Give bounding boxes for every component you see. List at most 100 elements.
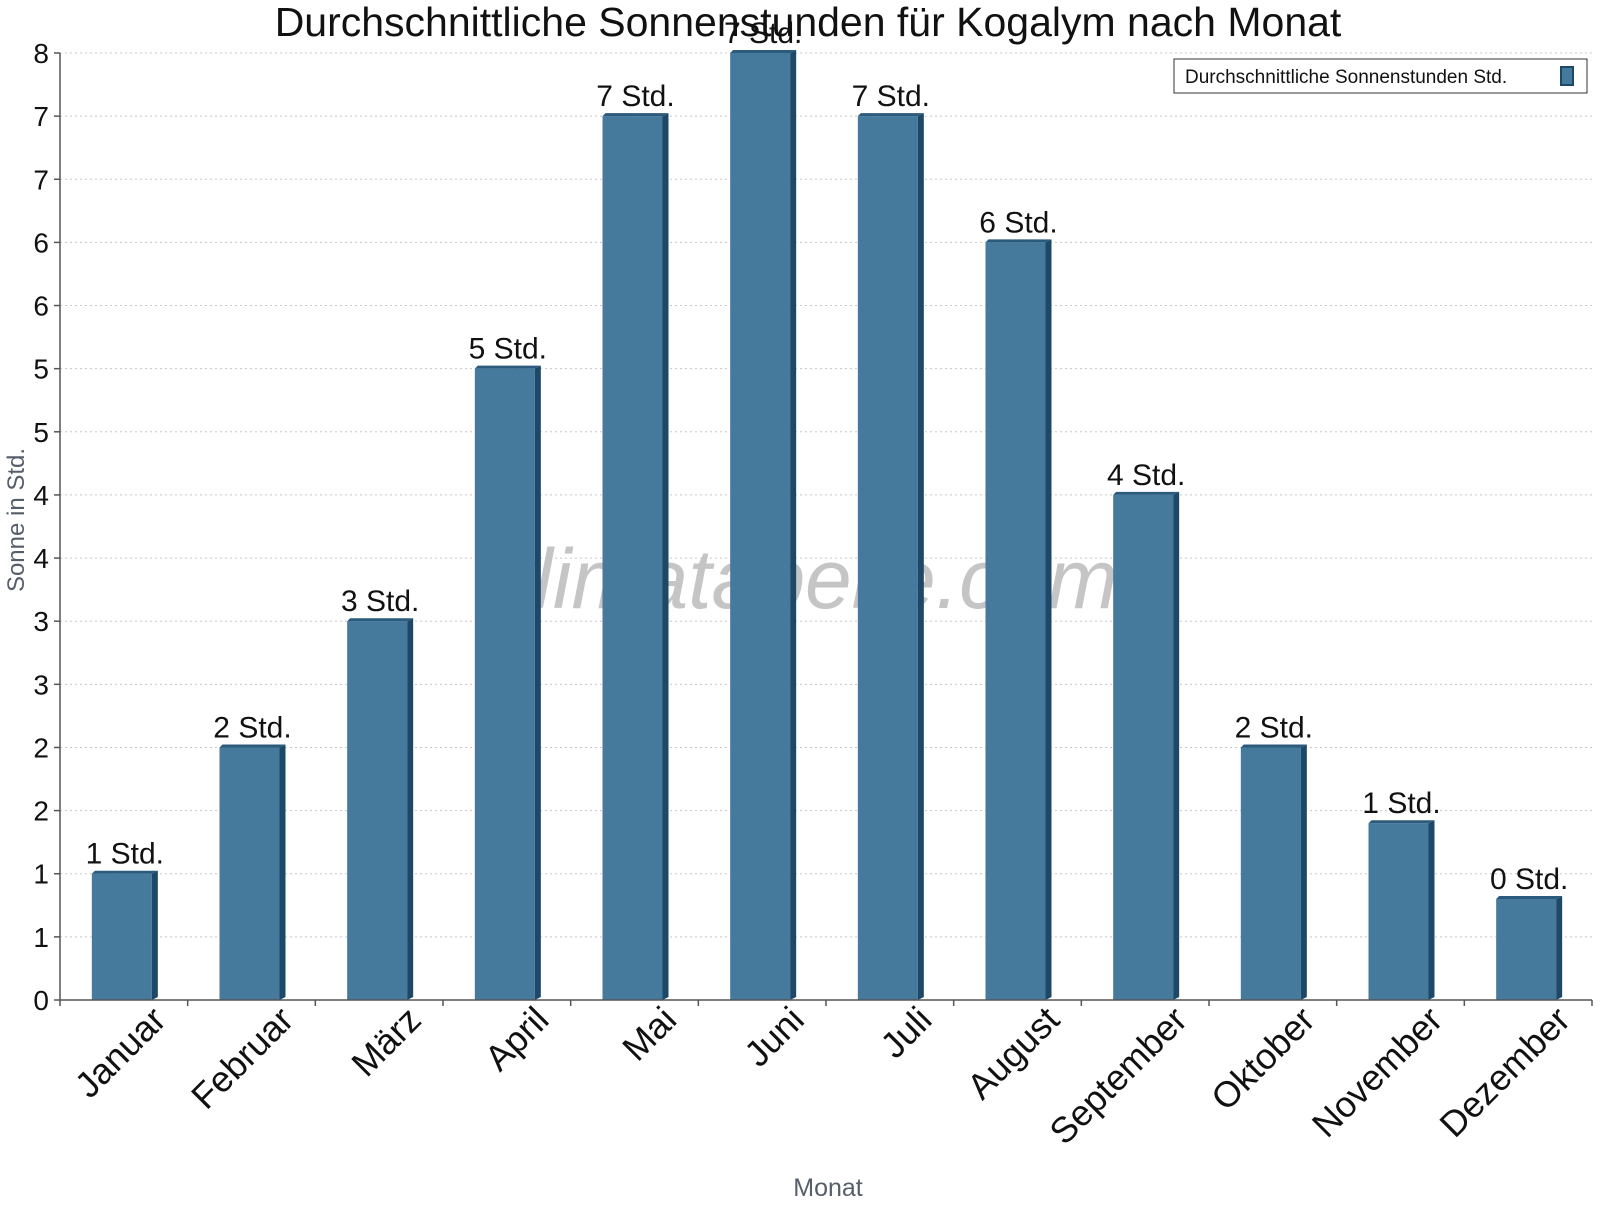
bar-front xyxy=(474,368,535,1001)
bar-mai: 7 Std. xyxy=(596,80,675,1001)
bar-januar: 1 Std. xyxy=(86,838,164,1000)
y-tick-label: 3 xyxy=(33,606,49,637)
x-tick-label: Januar xyxy=(67,999,174,1106)
y-tick-label: 3 xyxy=(33,669,49,700)
bar-side xyxy=(1173,491,1180,1000)
bar-front xyxy=(1368,823,1429,1000)
x-axis-label: Monat xyxy=(793,1174,863,1200)
bar-front xyxy=(730,53,791,1000)
bar-top xyxy=(602,113,669,117)
bar-side xyxy=(662,113,669,1001)
bar-front xyxy=(1113,494,1174,1000)
bar-front xyxy=(857,116,918,1001)
y-tick-label: 2 xyxy=(33,732,49,763)
x-tick-label: Februar xyxy=(183,999,301,1117)
bar-februar: 2 Std. xyxy=(213,711,292,1000)
y-tick-label: 4 xyxy=(33,480,49,511)
bar-top xyxy=(219,744,286,748)
bar-side xyxy=(1428,820,1435,1000)
bar-front xyxy=(1240,747,1301,1000)
bar-top xyxy=(1368,820,1435,824)
y-tick-label: 6 xyxy=(33,227,49,258)
y-tick-label: 4 xyxy=(33,543,49,574)
bar-juli: 7 Std. xyxy=(852,80,930,1001)
data-label: 7 Std. xyxy=(724,17,802,50)
x-tick-label: März xyxy=(343,999,429,1085)
bar-front xyxy=(602,116,663,1001)
bar-side xyxy=(151,870,158,1000)
data-label: 6 Std. xyxy=(979,206,1057,239)
bar-top xyxy=(91,870,158,874)
bar-side xyxy=(1045,239,1052,1000)
bar-side xyxy=(279,744,286,1000)
data-label: 0 Std. xyxy=(1490,863,1568,896)
data-label: 7 Std. xyxy=(596,80,674,113)
y-tick-label: 5 xyxy=(33,354,49,385)
x-tick-label: Juni xyxy=(736,999,812,1075)
x-tick-label: Dezember xyxy=(1431,999,1577,1145)
bar-märz: 3 Std. xyxy=(341,585,419,1000)
y-tick-label: 7 xyxy=(33,101,49,132)
bar-front xyxy=(985,242,1046,1000)
bar-top xyxy=(1240,744,1307,748)
bar-front xyxy=(347,621,408,1000)
y-tick-labels: 0 1 1 2 2 3 3 4 4 5 5 6 6 7 7 8 xyxy=(33,38,49,1016)
bar-oktober: 2 Std. xyxy=(1235,711,1313,1000)
bar-side xyxy=(917,113,924,1001)
y-tick-label: 8 xyxy=(33,38,49,69)
data-label: 4 Std. xyxy=(1107,459,1185,492)
legend-box xyxy=(1173,58,1588,94)
bar-top xyxy=(985,239,1052,243)
bar-front xyxy=(91,873,152,1000)
bar-side xyxy=(1300,744,1307,1000)
bar-side xyxy=(790,50,797,1000)
data-label: 7 Std. xyxy=(852,80,930,113)
data-label: 3 Std. xyxy=(341,585,419,618)
y-tick-label: 2 xyxy=(33,796,49,827)
bar-top xyxy=(857,113,924,117)
bar-top xyxy=(730,50,797,53)
data-label: 2 Std. xyxy=(1235,711,1313,744)
bars: 1 Std. 2 Std. 3 Std. 5 Std. 7 Std. 7 Std. 7 St… xyxy=(86,17,1568,1001)
bar-top xyxy=(347,618,414,622)
bar-dezember: 0 Std. xyxy=(1490,863,1568,1000)
y-axis-label: Sonne in Std. xyxy=(3,448,30,592)
x-tick-label: Mai xyxy=(614,999,684,1069)
x-tick-label: Oktober xyxy=(1203,999,1323,1119)
y-tick-label: 6 xyxy=(33,291,49,322)
legend: Durchschnittliche Sonnenstunden Std. xyxy=(1173,58,1588,94)
data-label: 5 Std. xyxy=(469,333,547,366)
grid-lines xyxy=(60,52,1592,938)
y-tick-label: 5 xyxy=(33,417,49,448)
y-tick-label: 1 xyxy=(33,859,49,890)
bar-side xyxy=(534,365,541,1001)
y-tick-label: 7 xyxy=(33,164,49,195)
x-tick-label: September xyxy=(1041,999,1195,1153)
legend-label: Durchschnittliche Sonnenstunden Std. xyxy=(1185,67,1507,88)
bar-november: 1 Std. xyxy=(1362,787,1441,1000)
bar-juni: 7 Std. xyxy=(724,17,802,1000)
x-tick-label: Juli xyxy=(872,999,939,1066)
data-label: 2 Std. xyxy=(213,711,291,744)
bar-side xyxy=(1556,895,1563,1000)
bar-top xyxy=(474,365,541,369)
data-label: 1 Std. xyxy=(86,838,164,871)
bar-front xyxy=(1496,898,1557,1000)
x-tick-labels: Januar Februar März April Mai Juni Juli AugustS… xyxy=(67,999,1578,1153)
bar-september: 4 Std. xyxy=(1107,459,1185,1000)
x-tick-label: April xyxy=(477,999,557,1079)
y-tick-label: 0 xyxy=(33,985,49,1016)
bar-top xyxy=(1496,895,1563,899)
axes xyxy=(54,52,1593,1006)
bar-august: 6 Std. xyxy=(979,206,1058,1000)
chart-title: Durchschnittliche Sonnenstunden für Koga… xyxy=(275,0,1342,45)
legend-swatch xyxy=(1560,66,1574,86)
bar-top xyxy=(1113,491,1180,495)
data-label: 1 Std. xyxy=(1362,787,1440,820)
y-tick-label: 1 xyxy=(33,922,49,953)
bar-april: 5 Std. xyxy=(469,333,547,1001)
bar-front xyxy=(219,747,280,1000)
x-tick-label: November xyxy=(1304,999,1450,1145)
